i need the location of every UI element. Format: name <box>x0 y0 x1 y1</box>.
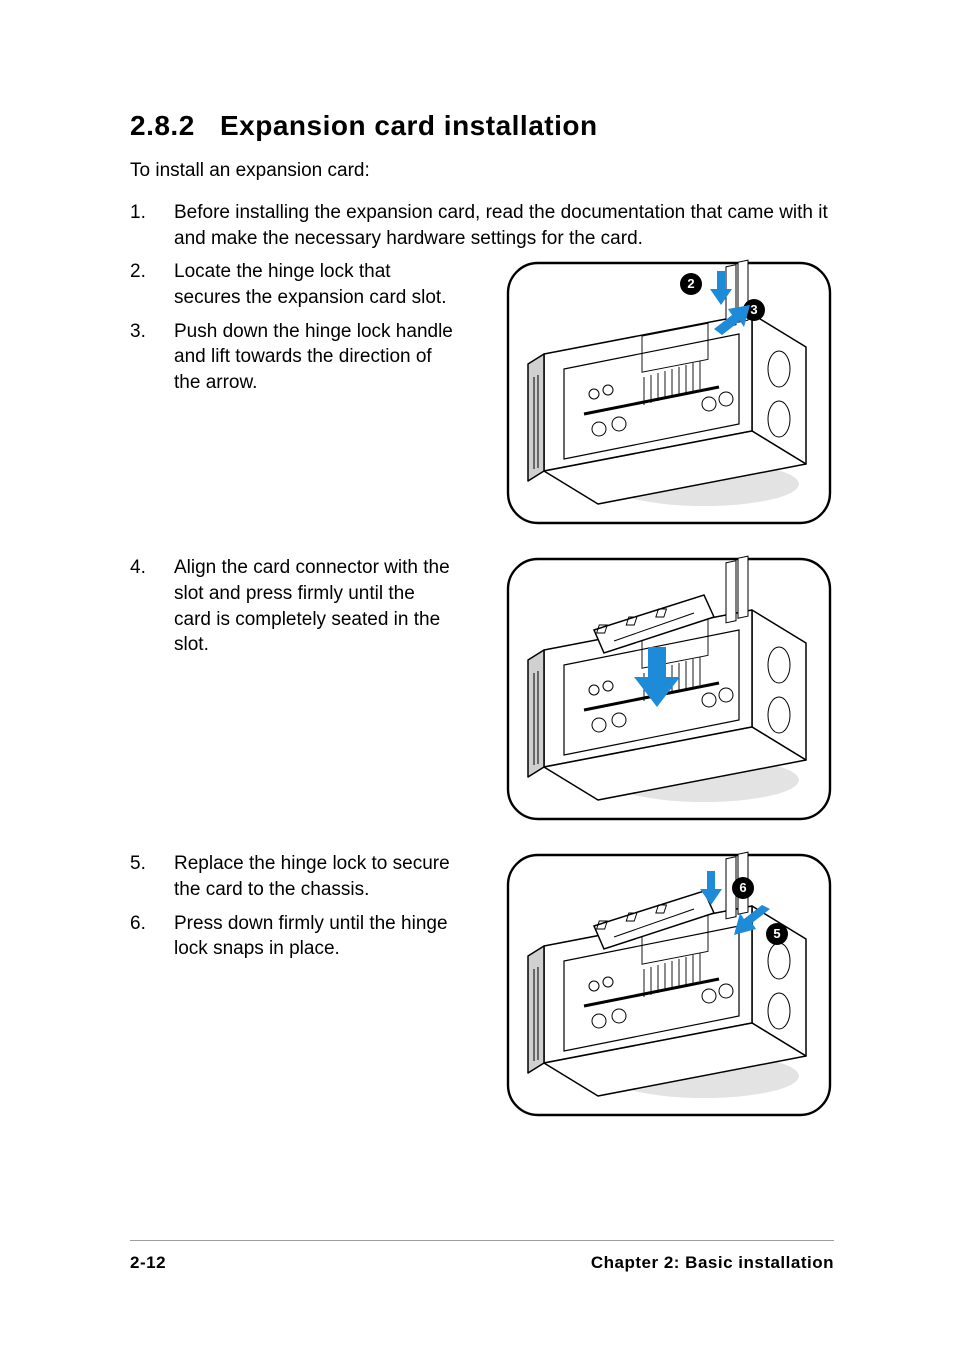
step-6: 6. Press down firmly until the hinge loc… <box>130 911 486 962</box>
document-page: 2.8.2Expansion card installation To inst… <box>0 0 954 1351</box>
step-list: 5. Replace the hinge lock to secure the … <box>130 851 486 962</box>
figure-1: 23 <box>504 259 834 527</box>
step-list: 2. Locate the hinge lock that secures th… <box>130 259 486 395</box>
section-title: Expansion card installation <box>220 110 598 141</box>
step-3: 3. Push down the hinge lock handle and l… <box>130 319 486 396</box>
step-2: 2. Locate the hinge lock that secures th… <box>130 259 486 310</box>
step-marker: 1. <box>130 200 174 251</box>
step-4: 4. Align the card connector with the slo… <box>130 555 486 658</box>
step-marker: 3. <box>130 319 174 396</box>
step-group-1: 1. Before installing the expansion card,… <box>130 200 834 527</box>
step-1: 1. Before installing the expansion card,… <box>130 200 834 251</box>
step-text: Align the card connector with the slot a… <box>174 555 454 658</box>
step-list: 4. Align the card connector with the slo… <box>130 555 486 658</box>
page-footer: 2-12 Chapter 2: Basic installation <box>130 1240 834 1273</box>
step-marker: 2. <box>130 259 174 310</box>
step-group-2: 4. Align the card connector with the slo… <box>130 555 834 823</box>
page-number: 2-12 <box>130 1253 166 1273</box>
figure-2 <box>504 555 834 823</box>
step-list: 1. Before installing the expansion card,… <box>130 200 834 251</box>
arrow-icon <box>634 647 680 707</box>
arrow-icon <box>714 305 750 335</box>
arrow-icon <box>700 871 722 905</box>
arrow-icon <box>710 271 732 305</box>
step-text: Push down the hinge lock handle and lift… <box>174 319 454 396</box>
chapter-title: Chapter 2: Basic installation <box>591 1253 834 1273</box>
section-number: 2.8.2 <box>130 110 220 142</box>
figure-3: 65 <box>504 851 834 1119</box>
step-5: 5. Replace the hinge lock to secure the … <box>130 851 486 902</box>
step-marker: 4. <box>130 555 174 658</box>
step-text: Press down firmly until the hinge lock s… <box>174 911 454 962</box>
step-group-3: 5. Replace the hinge lock to secure the … <box>130 851 834 1119</box>
step-marker: 5. <box>130 851 174 902</box>
intro-text: To install an expansion card: <box>130 160 834 182</box>
section-heading: 2.8.2Expansion card installation <box>130 110 834 142</box>
step-marker: 6. <box>130 911 174 962</box>
step-text: Before installing the expansion card, re… <box>174 200 834 251</box>
arrow-icon <box>734 905 770 935</box>
step-text: Replace the hinge lock to secure the car… <box>174 851 454 902</box>
step-text: Locate the hinge lock that secures the e… <box>174 259 454 310</box>
